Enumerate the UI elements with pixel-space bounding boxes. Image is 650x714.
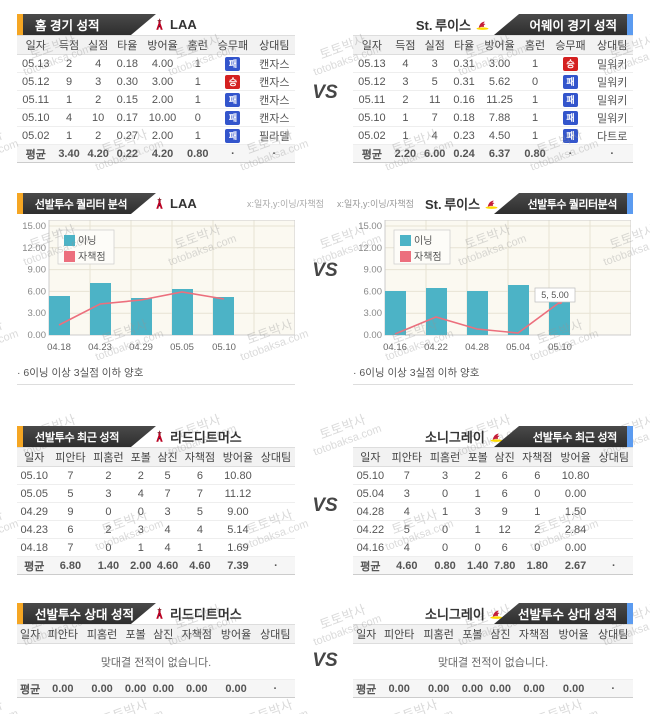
svg-text:5, 5.00: 5, 5.00 xyxy=(541,290,569,300)
svg-text:이닝: 이닝 xyxy=(414,235,432,247)
svg-text:0.00: 0.00 xyxy=(364,330,383,341)
svg-text:이닝: 이닝 xyxy=(78,235,96,247)
svg-text:12.00: 12.00 xyxy=(22,243,46,254)
svg-text:3.00: 3.00 xyxy=(28,308,47,319)
svg-text:자책점: 자책점 xyxy=(414,251,442,263)
svg-text:6.00: 6.00 xyxy=(28,286,47,297)
svg-text:0.00: 0.00 xyxy=(28,330,47,341)
svg-text:9.00: 9.00 xyxy=(28,265,47,276)
svg-text:12.00: 12.00 xyxy=(358,243,382,254)
svg-text:자책점: 자책점 xyxy=(78,251,106,263)
svg-text:15.00: 15.00 xyxy=(22,221,46,232)
svg-text:15.00: 15.00 xyxy=(358,221,382,232)
svg-text:3.00: 3.00 xyxy=(364,308,383,319)
svg-text:9.00: 9.00 xyxy=(364,265,383,276)
svg-text:6.00: 6.00 xyxy=(364,286,383,297)
